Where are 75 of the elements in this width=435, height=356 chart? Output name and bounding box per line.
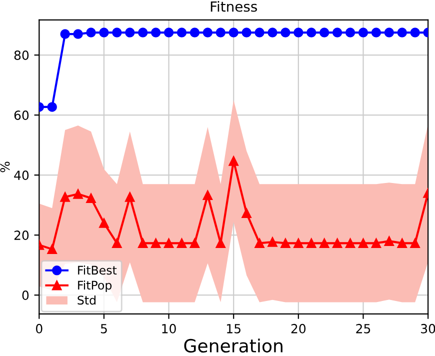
point — [319, 28, 330, 38]
x-axis-title: Generation — [184, 338, 282, 353]
point — [138, 238, 148, 248]
point — [73, 29, 83, 39]
point — [254, 28, 264, 38]
point — [332, 238, 342, 248]
legend-label: FitBest — [78, 266, 117, 275]
point — [202, 28, 213, 38]
legend-label: FitPop — [78, 280, 112, 292]
point — [397, 28, 407, 38]
point — [358, 238, 368, 248]
point — [164, 238, 174, 248]
point — [384, 236, 394, 246]
point — [112, 238, 122, 248]
point — [294, 238, 304, 248]
point — [99, 28, 109, 38]
point — [228, 156, 238, 166]
y-tick-label: 40 — [14, 170, 29, 180]
point — [190, 238, 200, 248]
point — [358, 28, 368, 38]
point — [371, 238, 382, 248]
point — [86, 28, 96, 38]
point — [47, 102, 57, 112]
point — [228, 28, 238, 38]
point — [60, 192, 70, 202]
point — [280, 238, 290, 248]
point — [73, 189, 83, 199]
y-tick-label: 20 — [14, 230, 29, 240]
x-tick-label: 20 — [291, 324, 306, 334]
point — [150, 238, 161, 248]
y-tick-label: 80 — [14, 50, 29, 60]
point — [254, 238, 264, 248]
x-tick-label: 25 — [356, 324, 370, 334]
point — [268, 28, 278, 38]
point — [202, 190, 213, 200]
point — [280, 28, 290, 38]
point — [294, 28, 304, 38]
point — [176, 238, 187, 248]
point — [397, 238, 407, 248]
point — [176, 28, 187, 38]
x-tick-label: 10 — [162, 324, 176, 334]
point — [138, 28, 148, 38]
point — [125, 192, 135, 202]
point — [190, 28, 200, 38]
point — [410, 28, 420, 38]
point — [345, 28, 356, 38]
x-tick-label: 30 — [421, 324, 435, 334]
point — [150, 28, 161, 38]
point — [99, 218, 109, 228]
chart-title: Fitness — [210, 1, 257, 12]
legend-label: Std — [78, 295, 96, 305]
point — [384, 28, 394, 38]
y-axis-title: % — [0, 162, 10, 172]
point — [306, 238, 316, 248]
point — [60, 29, 70, 39]
point — [125, 28, 135, 38]
point — [242, 28, 252, 38]
point — [86, 193, 96, 204]
point — [242, 208, 252, 218]
x-tick-label: 15 — [227, 324, 240, 334]
point — [371, 28, 382, 38]
x-tick-label: 0 — [36, 324, 42, 334]
point — [410, 238, 420, 248]
point — [345, 238, 356, 248]
point — [306, 28, 316, 38]
point — [268, 237, 278, 247]
point — [112, 28, 122, 38]
y-tick-label: 0 — [22, 290, 29, 300]
x-tick-label: 5 — [100, 324, 107, 334]
y-tick-label: 60 — [14, 110, 29, 120]
point — [47, 244, 57, 254]
point — [164, 28, 174, 38]
point — [332, 28, 342, 38]
point — [216, 28, 226, 38]
point — [319, 238, 330, 248]
